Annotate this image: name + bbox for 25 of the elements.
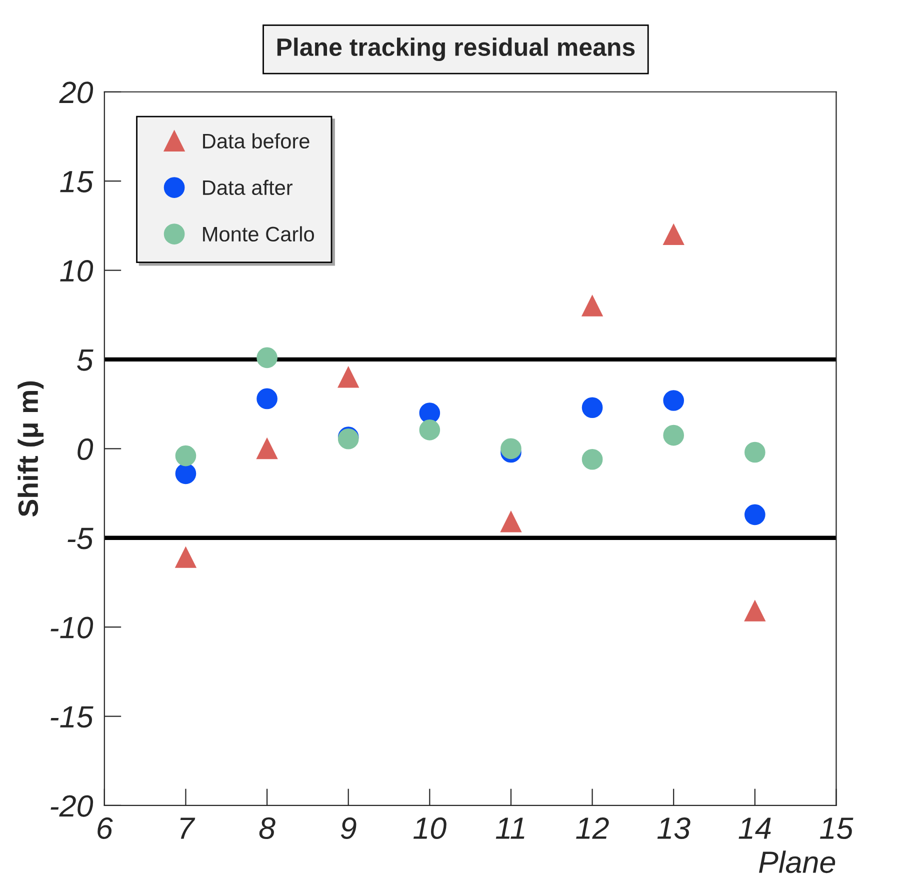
x-tick-label: 8 [259, 817, 276, 840]
y-tick-label: -15 [50, 706, 94, 728]
chart-title: Plane tracking residual means [277, 38, 635, 62]
x-tick-label: 11 [496, 818, 524, 839]
y-tick-label: 5 [76, 350, 94, 371]
x-tick-label: 9 [340, 817, 356, 840]
x-axis-title: Plane [759, 850, 836, 874]
x-tick-label: 6 [98, 817, 113, 840]
y-axis-title: Shift (μ m) [18, 381, 44, 517]
y-tick-label: 0 [78, 438, 94, 460]
y-tick-label: -10 [50, 616, 94, 638]
x-tick-label: 7 [180, 818, 196, 839]
y-tick-label: 15 [60, 171, 94, 192]
x-tick-label: 13 [657, 817, 690, 840]
y-tick-label: 10 [60, 260, 94, 282]
y-tick-label: 20 [59, 82, 94, 104]
y-tick-label: -20 [50, 795, 94, 817]
x-tick-label: 14 [738, 818, 771, 839]
x-tick-label: 12 [576, 817, 609, 839]
x-tick-label: 10 [413, 817, 446, 840]
legend-label: Data after [203, 180, 292, 196]
x-tick-label: 15 [820, 818, 854, 840]
y-tick-label: -5 [68, 528, 94, 550]
legend-label: Data before [203, 133, 310, 149]
legend-label: Monte Carlo [203, 226, 314, 242]
